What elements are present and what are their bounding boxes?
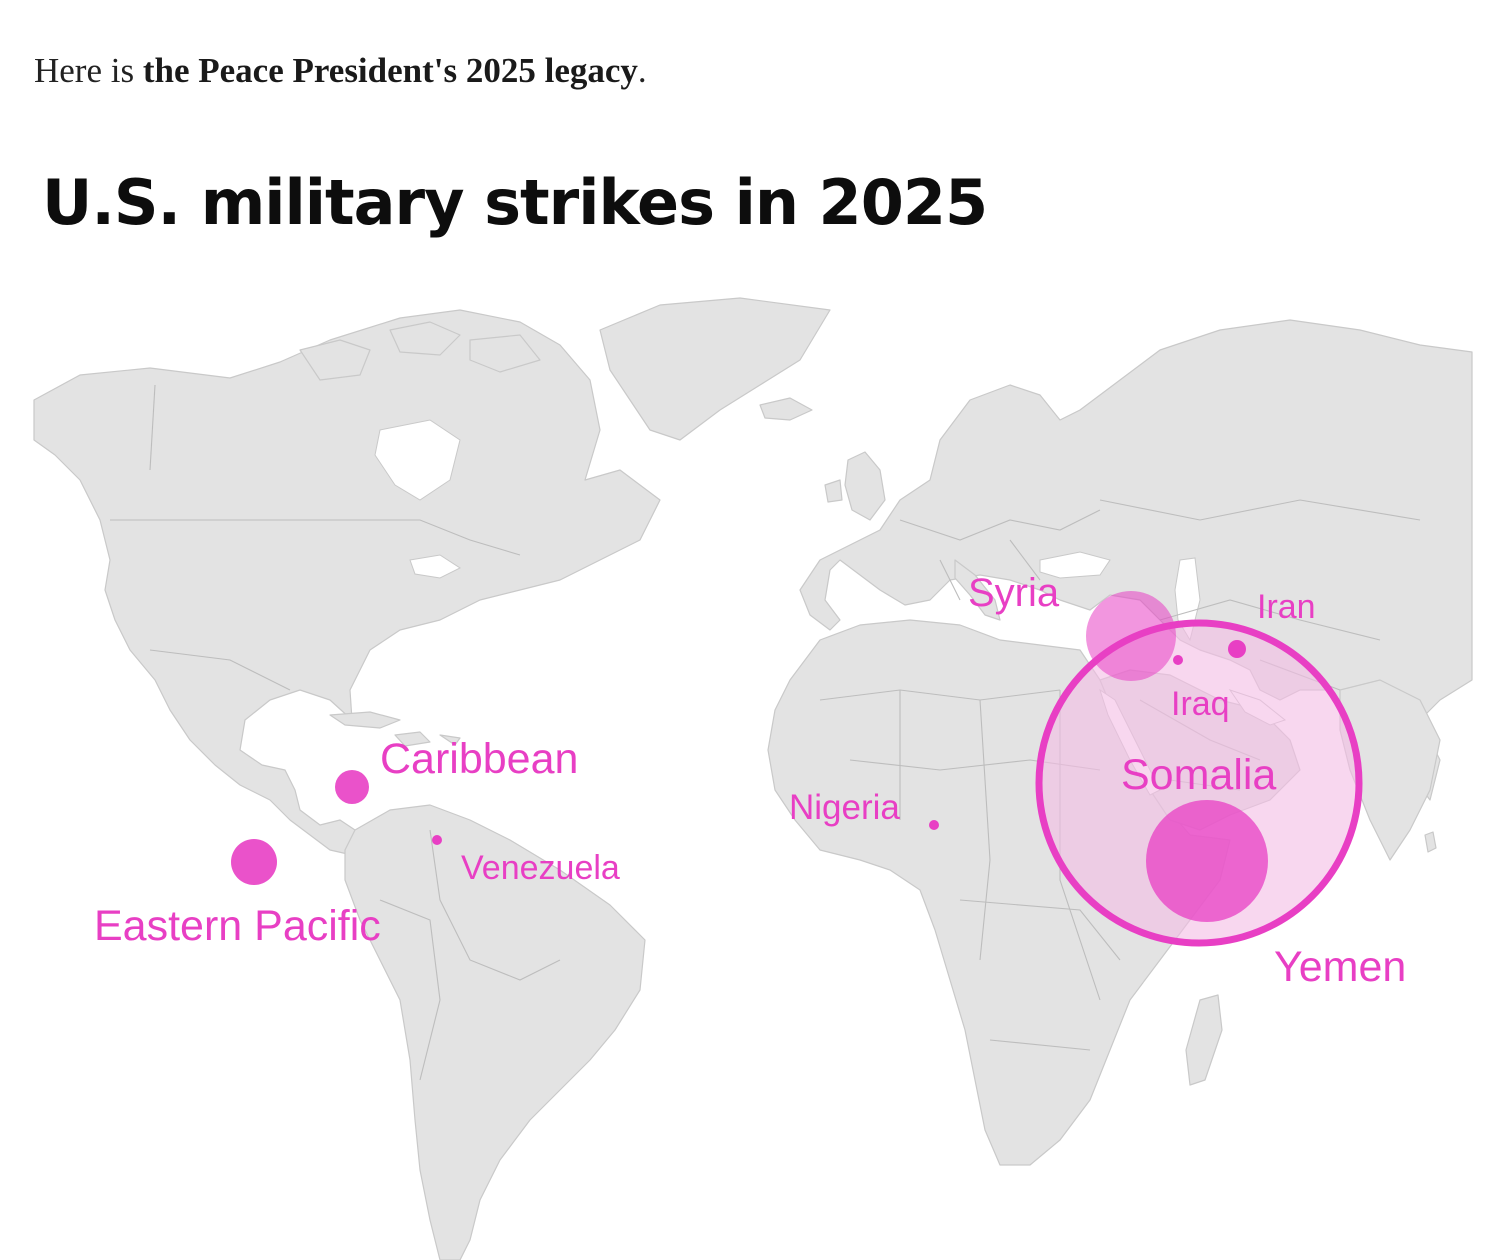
label-iran: Iran	[1257, 588, 1316, 626]
intro-emphasis: the Peace President's 2025 legacy	[142, 51, 638, 90]
border-south-america-1	[429, 829, 561, 981]
label-yemen: Yemen	[1274, 943, 1406, 991]
intro-prefix: Here is	[34, 51, 143, 90]
north-america	[33, 309, 661, 856]
label-nigeria: Nigeria	[789, 788, 900, 827]
border-us-mexico	[149, 649, 291, 691]
marker-yemen	[1035, 619, 1363, 947]
label-caribbean: Caribbean	[380, 735, 578, 783]
strike-labels: Syria Iran Iraq Somalia Yemen Caribbean …	[94, 571, 1406, 991]
border-us-canada	[110, 519, 521, 556]
marker-syria	[1086, 591, 1176, 681]
strike-markers	[231, 591, 1363, 947]
label-somalia: Somalia	[1121, 751, 1276, 799]
border-europe	[899, 509, 1101, 601]
south-america	[344, 804, 646, 1260]
great-lakes	[409, 554, 462, 579]
label-venezuela: Venezuela	[461, 849, 620, 887]
italy	[954, 559, 1001, 621]
greenland	[599, 297, 831, 441]
british-isles	[824, 451, 886, 521]
border-africa-1	[819, 689, 1061, 701]
marker-iran	[1228, 640, 1246, 658]
madagascar	[1185, 994, 1223, 1086]
marker-somalia	[1146, 800, 1268, 922]
label-eastern-pacific: Eastern Pacific	[94, 902, 381, 950]
marker-iraq	[1173, 655, 1183, 665]
marker-eastern-pacific	[231, 839, 277, 885]
iceland	[759, 397, 813, 421]
border-south-america-2	[379, 899, 441, 1081]
intro-suffix: .	[637, 51, 647, 90]
marker-nigeria	[929, 820, 939, 830]
black-sea	[1039, 551, 1111, 579]
marker-venezuela	[432, 835, 442, 845]
marker-caribbean	[335, 770, 369, 804]
label-syria: Syria	[968, 571, 1060, 615]
map-title: U.S. military strikes in 2025	[42, 166, 988, 239]
caribbean-islands	[329, 711, 461, 747]
arctic-islands	[299, 321, 541, 381]
border-africa-4	[959, 899, 1121, 1051]
hudson-bay	[374, 419, 461, 501]
sri-lanka	[1424, 831, 1437, 853]
label-iraq: Iraq	[1171, 685, 1230, 723]
strikes-map: Syria Iran Iraq Somalia Yemen Caribbean …	[0, 280, 1500, 1260]
border-alaska	[149, 384, 156, 471]
intro-text: Here is the Peace President's 2025 legac…	[34, 51, 647, 91]
